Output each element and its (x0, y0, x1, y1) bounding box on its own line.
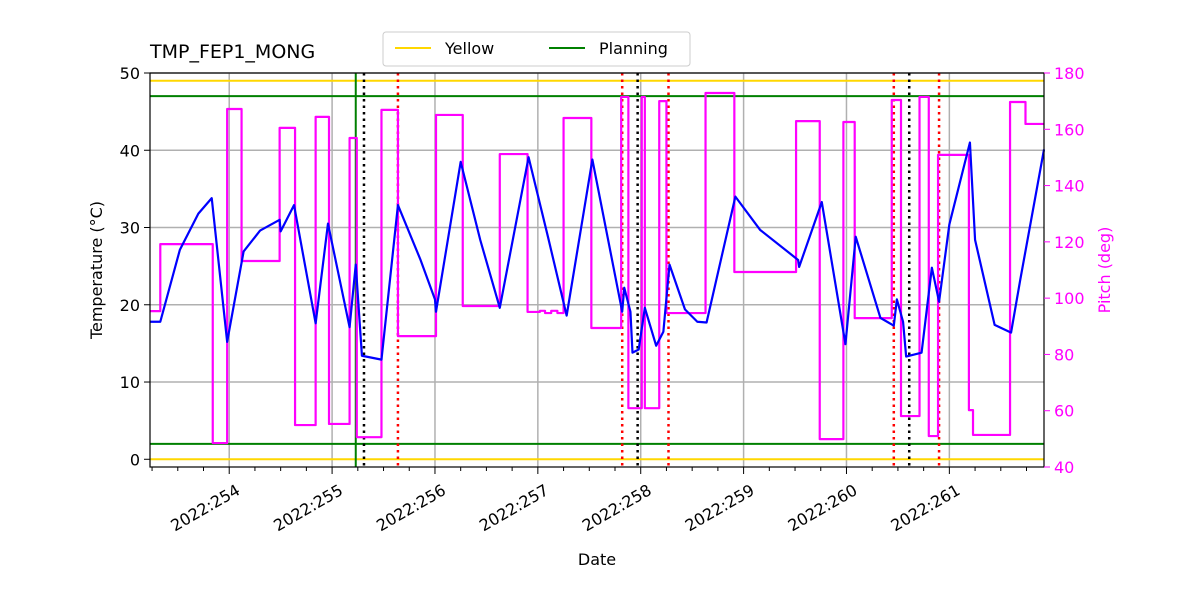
x-tick-label: 2022:259 (682, 480, 758, 535)
chart-title: TMP_FEP1_MONG (149, 41, 315, 63)
x-tick-label: 2022:256 (373, 480, 449, 535)
legend-label-planning: Planning (599, 39, 668, 58)
y2-tick-label: 120 (1054, 233, 1085, 252)
y2-tick-label: 80 (1054, 345, 1074, 364)
x-tick-label: 2022:257 (476, 480, 552, 535)
legend-box (382, 31, 691, 67)
x-tick-label: 2022:254 (167, 480, 243, 535)
series-group (150, 91, 1046, 445)
y2-tick-label: 180 (1054, 64, 1085, 83)
y-tick-label: 0 (130, 450, 140, 469)
y-tick-label: 40 (120, 141, 140, 160)
temperature-series-line (150, 141, 1046, 361)
y-axis-label: Temperature (°C) (87, 201, 106, 340)
x-tick-label: 2022:255 (270, 480, 346, 535)
y-tick-label: 30 (120, 219, 140, 238)
y2-tick-label: 140 (1054, 177, 1085, 196)
x-axis-label: Date (578, 550, 616, 569)
y-tick-label: 50 (120, 64, 140, 83)
y2-axis-label: Pitch (deg) (1095, 227, 1114, 314)
x-tick-label: 2022:261 (887, 480, 963, 535)
y2-tick-label: 160 (1054, 120, 1085, 139)
pitch-series-line (150, 91, 1044, 445)
y2-tick-label: 40 (1054, 458, 1074, 477)
x-tick-label: 2022:258 (579, 480, 655, 535)
y-tick-label: 20 (120, 296, 140, 315)
y2-tick-label: 60 (1054, 402, 1074, 421)
y-tick-label: 10 (120, 373, 140, 392)
x-tick-label: 2022:260 (785, 480, 861, 535)
legend-label-yellow: Yellow (444, 39, 494, 58)
plot-frame (149, 72, 1045, 468)
y2-tick-label: 100 (1054, 289, 1085, 308)
legend: Yellow Planning (382, 31, 691, 67)
